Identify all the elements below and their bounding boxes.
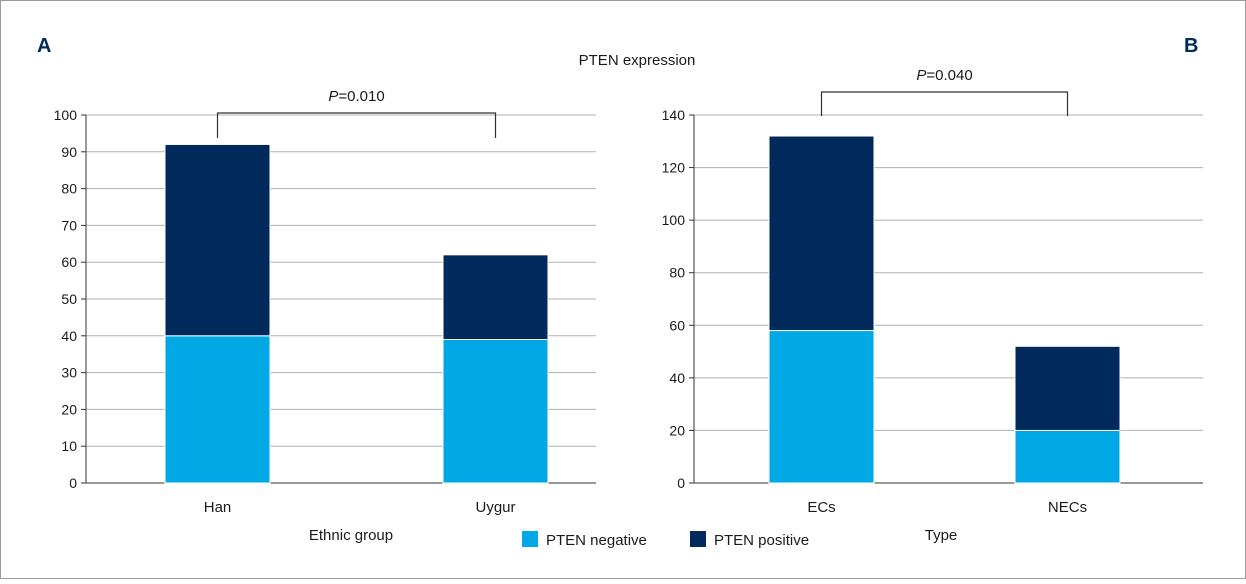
y-tick-label: 60 bbox=[669, 317, 685, 333]
x-axis-title: Type bbox=[925, 527, 958, 544]
significance-bracket bbox=[216, 112, 497, 138]
panel-b-letter: B bbox=[1184, 35, 1198, 57]
x-category-label: ECs bbox=[807, 499, 835, 516]
legend-label-positive: PTEN positive bbox=[714, 532, 809, 549]
panel-a-letter: A bbox=[37, 35, 51, 57]
y-tick-label: 0 bbox=[69, 475, 77, 491]
legend-swatch-positive bbox=[690, 531, 706, 547]
y-tick-label: 50 bbox=[61, 291, 77, 307]
panel-a: 0 10 20 30 40 50 60 70 80 90 100 Han Uygur Ethnic gro… bbox=[54, 88, 596, 544]
y-tick-label: 100 bbox=[662, 212, 686, 228]
bar-ecs-negative bbox=[768, 330, 875, 484]
bar-uygur-negative bbox=[442, 338, 549, 484]
panel-b: 0 20 40 60 80 100 120 140 ECs NECs Type P=0.040 bbox=[662, 67, 1203, 544]
legend: PTEN negative PTEN positive bbox=[522, 531, 809, 549]
p-value-text: =0.040 bbox=[926, 67, 972, 84]
y-tick-label: 120 bbox=[662, 160, 686, 176]
bar-han-negative bbox=[164, 335, 271, 484]
bar-han-positive bbox=[164, 143, 271, 337]
y-tick-label: 80 bbox=[61, 181, 77, 197]
x-category-label: NECs bbox=[1048, 499, 1087, 516]
y-tick-label: 10 bbox=[61, 438, 77, 454]
y-tick-label: 0 bbox=[677, 475, 685, 491]
significance-bracket bbox=[820, 91, 1069, 116]
y-tick-label: 40 bbox=[669, 370, 685, 386]
y-tick-label: 70 bbox=[61, 217, 77, 233]
legend-label-negative: PTEN negative bbox=[546, 532, 647, 549]
p-symbol: P bbox=[328, 88, 338, 105]
bar-necs-positive bbox=[1014, 345, 1121, 431]
y-tick-label: 20 bbox=[669, 422, 685, 438]
x-category-label: Uygur bbox=[475, 499, 515, 516]
legend-swatch-negative bbox=[522, 531, 538, 547]
p-value-text: =0.010 bbox=[338, 88, 384, 105]
y-tick-label: 60 bbox=[61, 254, 77, 270]
bar-uygur-positive bbox=[442, 254, 549, 340]
y-tick-label: 40 bbox=[61, 328, 77, 344]
p-symbol: P bbox=[916, 67, 926, 84]
y-tick-label: 100 bbox=[54, 107, 78, 123]
y-tick-label: 140 bbox=[662, 107, 686, 123]
x-axis-title: Ethnic group bbox=[309, 527, 393, 544]
y-tick-label: 80 bbox=[669, 265, 685, 281]
x-category-label: Han bbox=[204, 499, 232, 516]
p-value-label: P=0.010 bbox=[328, 88, 384, 105]
main-title: PTEN expression bbox=[579, 52, 696, 69]
y-tick-label: 20 bbox=[61, 401, 77, 417]
bar-ecs-positive bbox=[768, 135, 875, 332]
y-tick-label: 30 bbox=[61, 365, 77, 381]
y-tick-label: 90 bbox=[61, 144, 77, 160]
bar-necs-negative bbox=[1014, 429, 1121, 484]
p-value-label: P=0.040 bbox=[916, 67, 972, 84]
